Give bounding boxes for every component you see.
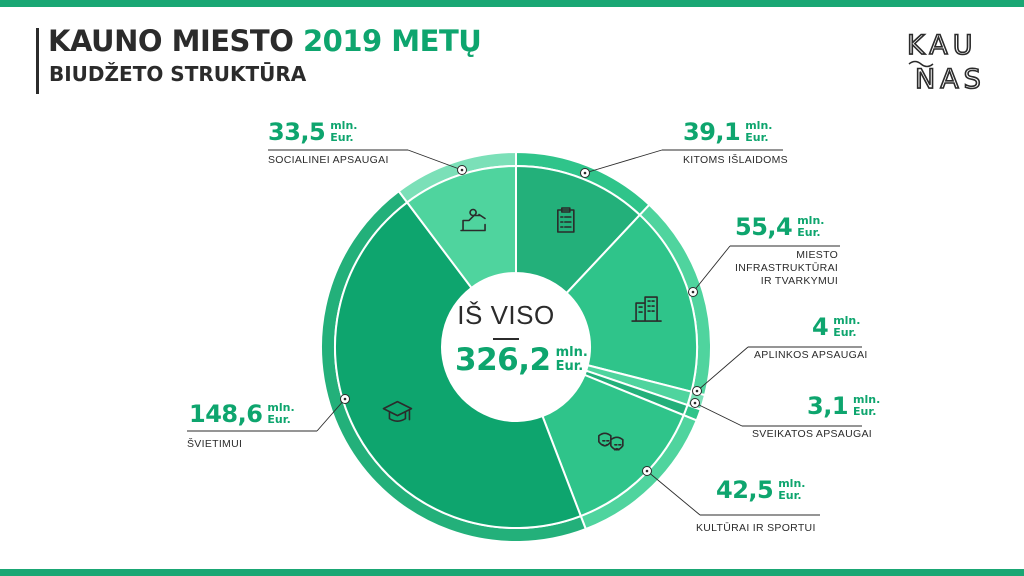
title-part-2: 2019 METŲ (302, 24, 482, 58)
page-subtitle: BIUDŽETO STRUKTŪRA (49, 62, 307, 86)
leader-dot-center (583, 171, 587, 175)
theater-masks-icon (598, 432, 624, 451)
unit-line-2: Eur. (745, 131, 769, 144)
donut-slice-1 (565, 213, 698, 393)
slice-label: 3,1 mln. Eur. SVEIKATOS APSAUGAI (752, 392, 880, 440)
slice-unit: mln. Eur. (330, 120, 357, 144)
leader-dot-center (695, 389, 699, 393)
logo-bottom-text: NAS (915, 64, 986, 94)
unit-line-2: Eur. (797, 226, 821, 239)
slice-unit: mln. Eur. (267, 402, 294, 426)
leader-dot-center (691, 290, 695, 294)
slice-value: 4 (812, 313, 829, 341)
leader-line (316, 398, 346, 432)
slice-category-line: MIESTO (796, 249, 839, 261)
slice-category-line: IR TVARKYMUI (760, 275, 839, 287)
center-total-title: IŠ VISO (457, 300, 555, 330)
buildings-icon (631, 296, 662, 322)
unit-line-1: mln. (797, 214, 825, 227)
leader-line (696, 346, 749, 392)
leader-line (407, 149, 463, 171)
bottom-accent-bar (0, 569, 1024, 576)
slice-label: 148,6 mln. Eur. ŠVIETIMUI (187, 400, 295, 450)
title-part-1: KAUNO MIESTO (48, 24, 303, 58)
leader-dot-center (693, 401, 697, 405)
slice-category-line: SOCIALINEI APSAUGAI (268, 154, 389, 166)
slice-category-label: KITOMS IŠLAIDOMS (683, 154, 788, 167)
unit-line-2: Eur. (267, 413, 291, 426)
slice-value: 33,5 (268, 118, 326, 146)
donut-hole (442, 273, 590, 421)
slice-unit: mln. Eur. (833, 315, 860, 339)
center-divider (493, 338, 519, 340)
slice-category-label: ŠVIETIMUI (187, 438, 242, 451)
slice-unit: mln. Eur. (778, 478, 805, 502)
clipboard-checklist-icon (557, 207, 575, 233)
slice-unit: mln. Eur. (797, 215, 824, 239)
unit-line-2: Eur. (853, 405, 877, 418)
logo-top-text: KAU (907, 30, 977, 61)
slice-label: 55,4 mln. Eur. MIESTO INFRASTRUKTŪRAI IR TVAR… (735, 213, 838, 287)
slice-category-label: SOCIALINEI APSAUGAI (268, 154, 389, 167)
unit-line-1: mln. (833, 314, 861, 327)
top-accent-bar (0, 0, 1024, 7)
center-total-unit: mln. Eur. (556, 346, 588, 374)
slice-category-label: KULTŪRAI IR SPORTUI (696, 522, 816, 535)
slice-category-line: APLINKOS APSAUGAI (754, 349, 868, 361)
slice-value: 148,6 (189, 400, 263, 428)
unit-line-1: mln. (267, 401, 295, 414)
center-total-number: 326,2 (455, 342, 551, 378)
title-rule (36, 28, 39, 94)
unit-line-1: mln. (330, 119, 358, 132)
slice-value: 3,1 (807, 392, 849, 420)
leader-line (646, 470, 701, 516)
unit-line-2: Eur. (833, 326, 857, 339)
logo-wave (908, 60, 934, 68)
unit-line-2: Eur. (555, 359, 584, 374)
leader-dot-center (343, 397, 347, 401)
slice-category-label: MIESTO INFRASTRUKTŪRAI IR TVARKYMUI (735, 249, 838, 288)
slice-category-line: KITOMS IŠLAIDOMS (683, 154, 788, 166)
page-title: KAUNO MIESTO 2019 METŲ (48, 24, 482, 58)
leader-dot-center (460, 168, 464, 172)
unit-line-1: mln. (778, 477, 806, 490)
helping-hand-icon (460, 208, 486, 232)
unit-line-1: mln. (555, 345, 588, 360)
unit-line-2: Eur. (330, 131, 354, 144)
leader-line (584, 149, 663, 174)
slice-category-label: SVEIKATOS APSAUGAI (752, 428, 872, 441)
slice-value: 39,1 (683, 118, 741, 146)
leader-line (692, 245, 731, 293)
leader-dot-center (645, 469, 649, 473)
leader-line (694, 402, 743, 427)
slice-category-line: ŠVIETIMUI (187, 438, 243, 450)
slice-value: 55,4 (735, 213, 793, 241)
graduation-cap-icon (382, 400, 413, 422)
slice-unit: mln. Eur. (745, 120, 772, 144)
slice-unit: mln. Eur. (853, 394, 880, 418)
slice-label: 39,1 mln. Eur. KITOMS IŠLAIDOMS (683, 118, 788, 166)
slice-category-line: KULTŪRAI IR SPORTUI (696, 522, 816, 534)
unit-line-1: mln. (745, 119, 773, 132)
center-total-value: 326,2 mln. Eur. (455, 342, 588, 378)
slice-category-line: INFRASTRUKTŪRAI (735, 262, 839, 274)
slice-category-label: APLINKOS APSAUGAI (754, 349, 868, 362)
slice-label: 4 mln. Eur. APLINKOS APSAUGAI (754, 313, 867, 361)
slice-category-line: SVEIKATOS APSAUGAI (752, 428, 872, 440)
unit-line-1: mln. (853, 393, 881, 406)
slice-value: 42,5 (716, 476, 774, 504)
slice-label: 33,5 mln. Eur. SOCIALINEI APSAUGAI (268, 118, 388, 166)
unit-line-2: Eur. (778, 489, 802, 502)
kaunas-logo: KAU NAS (906, 29, 986, 94)
slice-label: 42,5 mln. Eur. KULTŪRAI IR SPORTUI (696, 476, 815, 534)
